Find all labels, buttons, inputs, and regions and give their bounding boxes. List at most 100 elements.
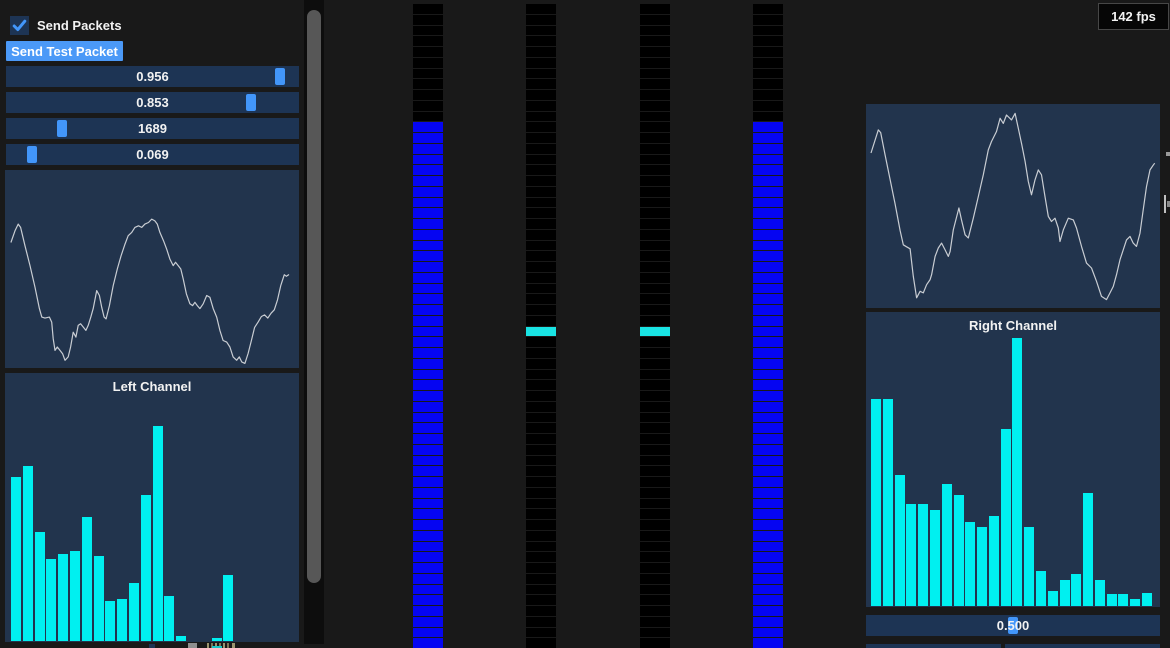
meter-cell bbox=[753, 197, 783, 208]
meter-cell bbox=[753, 595, 783, 606]
meter-cell bbox=[526, 369, 556, 380]
meter-cell bbox=[753, 477, 783, 487]
meter-cell bbox=[526, 530, 556, 541]
slider-drag-2[interactable]: 1689 bbox=[6, 118, 299, 139]
meter-cell bbox=[640, 68, 670, 79]
histogram-bar bbox=[988, 515, 999, 606]
cutoff-widget-fragment bbox=[219, 643, 221, 648]
meter-cell bbox=[753, 466, 783, 477]
meter-cell bbox=[753, 369, 783, 380]
slider-grab[interactable] bbox=[246, 94, 256, 111]
meter-cell bbox=[640, 638, 670, 648]
slider-value: 1689 bbox=[138, 121, 167, 136]
slider-value: 0.956 bbox=[136, 69, 169, 84]
meter-cell bbox=[640, 25, 670, 36]
meter-cell bbox=[753, 305, 783, 315]
slider-drag-3[interactable]: 0.069 bbox=[6, 144, 299, 165]
meter-cell bbox=[413, 326, 443, 337]
meter-cell bbox=[526, 305, 556, 315]
meter-cell bbox=[526, 423, 556, 434]
send-packets-checkbox[interactable] bbox=[10, 16, 29, 35]
meter-column-1 bbox=[413, 0, 443, 648]
cutoff-widget-fragment bbox=[1164, 195, 1166, 213]
meter-cell bbox=[753, 584, 783, 595]
histogram-bar bbox=[1000, 428, 1011, 606]
send-test-packet-button[interactable]: Send Test Packet bbox=[6, 41, 123, 61]
meter-cell bbox=[640, 219, 670, 229]
meter-cell bbox=[640, 477, 670, 487]
meter-cell bbox=[526, 455, 556, 466]
histogram-bar bbox=[176, 635, 187, 641]
slider-grab[interactable] bbox=[274, 68, 285, 85]
cutoff-widget-fragment bbox=[1167, 201, 1170, 207]
slider-drag-right[interactable]: 0.500 bbox=[866, 615, 1160, 636]
meter-cell bbox=[526, 401, 556, 412]
meter-cell bbox=[640, 229, 670, 240]
meter-cell bbox=[526, 154, 556, 165]
meter-cell bbox=[526, 111, 556, 122]
meter-cell bbox=[413, 240, 443, 251]
slider-grab[interactable] bbox=[56, 120, 67, 137]
histogram-bar bbox=[918, 504, 929, 606]
right-waveform-plot[interactable] bbox=[866, 104, 1160, 308]
meter-cell bbox=[526, 197, 556, 208]
histogram-bar bbox=[953, 495, 964, 606]
histogram-bar bbox=[164, 595, 175, 641]
right-waveform-line bbox=[870, 112, 1156, 301]
meter-cell bbox=[753, 219, 783, 229]
meter-cell bbox=[413, 283, 443, 294]
meter-cell bbox=[413, 154, 443, 165]
meter-cell bbox=[753, 36, 783, 47]
left-channel-histogram[interactable]: Left Channel bbox=[5, 373, 299, 642]
meter-cell bbox=[753, 240, 783, 251]
meter-cell bbox=[413, 219, 443, 229]
meter-cell bbox=[640, 79, 670, 90]
meter-cell bbox=[413, 111, 443, 122]
histogram-bar bbox=[22, 466, 33, 641]
cutoff-widget-fragment bbox=[232, 643, 235, 648]
scrollbar-handle[interactable] bbox=[307, 10, 321, 583]
meter-cell bbox=[640, 487, 670, 498]
meter-cell bbox=[526, 434, 556, 444]
meter-cell bbox=[526, 251, 556, 262]
fps-counter: 142 fps bbox=[1098, 3, 1169, 30]
meter-cell bbox=[640, 176, 670, 186]
meter-cell bbox=[753, 509, 783, 520]
slider-grab[interactable] bbox=[1008, 617, 1018, 634]
meter-cell bbox=[526, 638, 556, 648]
meter-cell bbox=[640, 36, 670, 47]
right-channel-histogram[interactable]: Right Channel bbox=[866, 312, 1160, 607]
histogram-bar bbox=[46, 558, 57, 641]
meter-cell bbox=[640, 530, 670, 541]
meter-cell bbox=[753, 176, 783, 186]
meter-cell bbox=[413, 477, 443, 487]
meter-cell bbox=[413, 552, 443, 563]
meter-cell bbox=[413, 606, 443, 616]
send-packets-label: Send Packets bbox=[37, 18, 122, 33]
meter-cell bbox=[753, 294, 783, 305]
meter-cell bbox=[753, 423, 783, 434]
slider-drag-1[interactable]: 0.853 bbox=[6, 92, 299, 113]
histogram-bar bbox=[906, 504, 917, 606]
meter-cell bbox=[413, 176, 443, 186]
meter-cell bbox=[413, 487, 443, 498]
slider-grab[interactable] bbox=[27, 146, 38, 163]
meter-cell bbox=[640, 358, 670, 369]
meter-cell bbox=[413, 251, 443, 262]
meter-cell bbox=[526, 143, 556, 154]
left-waveform-plot[interactable] bbox=[5, 170, 299, 368]
meter-column-3 bbox=[640, 0, 670, 648]
meter-cell bbox=[640, 57, 670, 68]
meter-cell bbox=[526, 520, 556, 530]
meter-cell bbox=[413, 122, 443, 133]
meter-cell bbox=[413, 143, 443, 154]
meter-cell bbox=[753, 165, 783, 176]
histogram-bar bbox=[152, 426, 163, 641]
slider-drag-0[interactable]: 0.956 bbox=[6, 66, 299, 87]
meter-cell bbox=[526, 412, 556, 423]
meter-cell bbox=[526, 122, 556, 133]
meter-cell bbox=[413, 165, 443, 176]
meter-cell bbox=[413, 197, 443, 208]
meter-cell bbox=[526, 262, 556, 272]
meter-cell bbox=[640, 122, 670, 133]
